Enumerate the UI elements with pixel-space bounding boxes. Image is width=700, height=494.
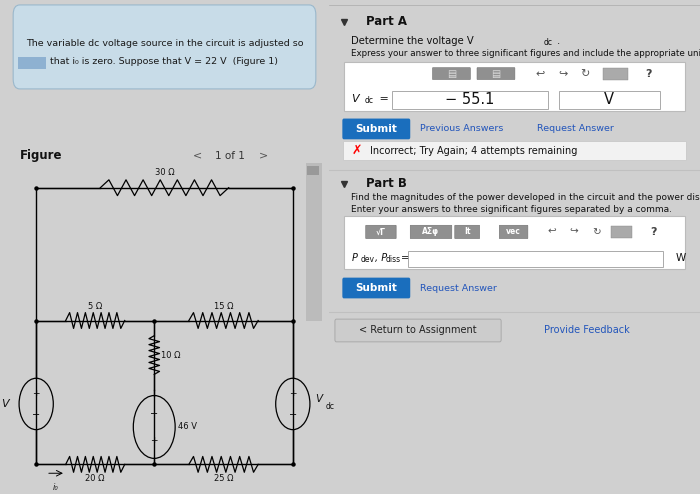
FancyBboxPatch shape [455,225,480,239]
Text: i₀: i₀ [53,483,59,492]
Text: ↪: ↪ [570,227,578,237]
Text: 46 V: 46 V [178,422,197,431]
Text: Request Answer: Request Answer [537,124,614,133]
FancyBboxPatch shape [410,225,452,239]
Text: V: V [604,92,614,107]
Text: dev: dev [360,255,374,264]
Text: AΣφ: AΣφ [423,227,440,237]
Text: V: V [351,94,359,104]
Text: Part B: Part B [366,177,407,190]
Text: V: V [315,394,322,404]
FancyBboxPatch shape [559,91,659,109]
Text: 25 Ω: 25 Ω [214,474,233,483]
Text: Submit: Submit [356,283,398,293]
Text: that i₀ is zero. Suppose that V = 22 V  (Figure 1): that i₀ is zero. Suppose that V = 22 V (… [50,57,279,66]
FancyBboxPatch shape [408,251,664,267]
Text: vec: vec [506,227,521,237]
Text: Previous Answers: Previous Answers [420,124,503,133]
FancyBboxPatch shape [342,278,410,298]
Text: W: W [676,253,686,263]
Text: −: − [32,410,41,420]
FancyBboxPatch shape [433,68,470,80]
FancyBboxPatch shape [603,68,628,80]
Text: V: V [1,399,9,409]
Text: 15 Ω: 15 Ω [214,302,233,311]
Text: It: It [464,227,470,237]
Text: +: + [32,389,40,398]
Text: >: > [258,151,268,161]
Text: Enter your answers to three significant figures separated by a comma.: Enter your answers to three significant … [351,205,672,214]
Text: 20 Ω: 20 Ω [85,474,105,483]
FancyBboxPatch shape [499,225,528,239]
Text: The variable dc voltage source in the circuit is adjusted so: The variable dc voltage source in the ci… [26,39,303,48]
Text: dc: dc [326,402,335,411]
Text: 10 Ω: 10 Ω [162,351,181,360]
FancyBboxPatch shape [18,57,46,69]
FancyBboxPatch shape [343,141,686,160]
Text: +: + [150,436,158,445]
Text: ?: ? [645,69,651,79]
Text: ✗: ✗ [351,144,362,157]
Text: Express your answer to three significant figures and include the appropriate uni: Express your answer to three significant… [351,49,700,58]
Text: √Γ: √Γ [376,227,386,237]
Text: 1 of 1: 1 of 1 [216,151,245,161]
Text: ?: ? [650,227,657,237]
FancyBboxPatch shape [610,226,631,238]
Text: ↻: ↻ [592,227,601,237]
FancyBboxPatch shape [344,216,685,269]
Text: − 55.1: − 55.1 [445,92,495,107]
Text: −: − [288,410,297,420]
FancyBboxPatch shape [344,62,685,111]
FancyBboxPatch shape [365,225,396,239]
Bar [306,163,323,321]
FancyBboxPatch shape [13,5,316,89]
FancyBboxPatch shape [307,166,319,175]
Text: dc: dc [543,38,552,47]
Text: =: = [377,94,389,104]
Text: .: . [557,36,561,45]
Text: −: − [150,409,158,419]
Text: dc: dc [364,96,373,105]
Text: Determine the voltage V: Determine the voltage V [351,36,474,45]
Text: ↩: ↩ [547,227,556,237]
Text: ▤: ▤ [447,69,456,79]
Text: ↻: ↻ [580,69,589,79]
FancyBboxPatch shape [392,91,548,109]
Text: , P: , P [375,253,388,263]
Text: Submit: Submit [356,124,398,134]
Text: <: < [193,151,202,161]
Text: Provide Feedback: Provide Feedback [544,326,630,335]
Text: Figure: Figure [20,149,62,162]
Text: Find the magnitudes of the power developed in the circuit and the power dissipat: Find the magnitudes of the power develop… [351,193,700,202]
Text: Incorrect; Try Again; 4 attempts remaining: Incorrect; Try Again; 4 attempts remaini… [370,146,578,156]
Text: ↪: ↪ [558,69,568,79]
Text: P: P [351,253,357,263]
Text: Request Answer: Request Answer [420,284,497,292]
Text: diss: diss [386,255,401,264]
FancyBboxPatch shape [335,319,501,342]
Text: 30 Ω: 30 Ω [155,168,174,177]
Text: 5 Ω: 5 Ω [88,302,102,311]
Text: Part A: Part A [366,15,407,28]
Text: ↩: ↩ [536,69,545,79]
Text: < Return to Assignment: < Return to Assignment [359,326,477,335]
FancyBboxPatch shape [342,119,410,139]
Text: ▤: ▤ [491,69,500,79]
FancyBboxPatch shape [477,68,515,80]
Text: +: + [289,389,297,398]
Text: =: = [401,253,410,263]
